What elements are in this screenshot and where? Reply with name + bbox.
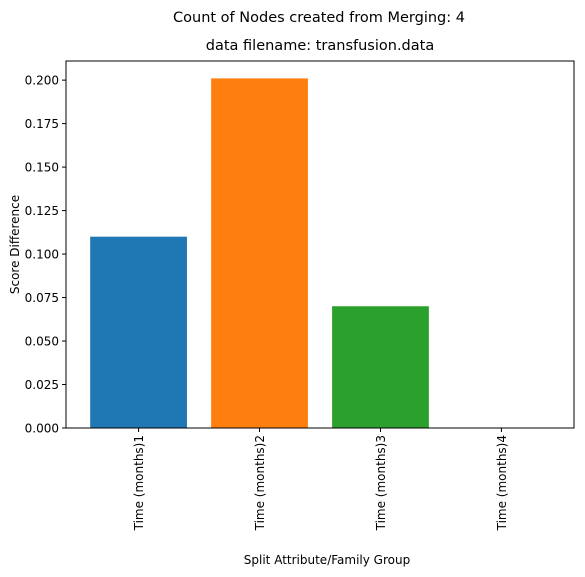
y-tick-label: 0.200 bbox=[25, 74, 59, 88]
bar bbox=[90, 236, 187, 428]
x-tick-label: Time (months)1 bbox=[132, 435, 146, 531]
x-tick-label: Time (months)3 bbox=[374, 435, 388, 531]
x-axis: Time (months)1 Time (months)2 Time (months… bbox=[132, 428, 509, 531]
y-tick-label: 0.050 bbox=[25, 335, 59, 349]
y-tick-label: 0.100 bbox=[25, 248, 59, 262]
bars-group bbox=[90, 78, 429, 428]
plot-frame bbox=[65, 60, 575, 429]
y-tick-label: 0.125 bbox=[25, 204, 59, 218]
y-tick-label: 0.075 bbox=[25, 291, 59, 305]
x-tick-label: Time (months)4 bbox=[495, 435, 509, 531]
x-tick-label: Time (months)2 bbox=[253, 435, 267, 531]
y-tick-label: 0.025 bbox=[25, 378, 59, 392]
y-tick-label: 0.150 bbox=[25, 161, 59, 175]
y-axis: 0.000 0.025 0.050 0.075 0.100 0.125 0.150 0.175… bbox=[25, 74, 66, 436]
bar bbox=[332, 306, 429, 428]
y-axis-label: Score Difference bbox=[8, 195, 22, 294]
chart-suptitle: Count of Nodes created from Merging: 4 bbox=[173, 10, 465, 26]
y-tick-label: 0.175 bbox=[25, 117, 59, 131]
x-axis-label: Split Attribute/Family Group bbox=[244, 553, 410, 567]
y-tick-label: 0.000 bbox=[25, 422, 59, 436]
chart-title: data filename: transfusion.data bbox=[206, 38, 434, 54]
bar bbox=[211, 78, 308, 428]
